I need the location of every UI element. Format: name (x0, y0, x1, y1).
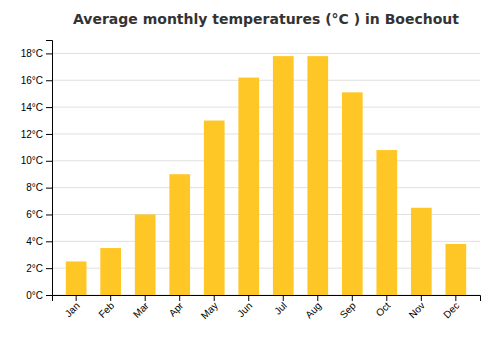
x-tick-mark (248, 295, 249, 301)
x-tick-mark (179, 295, 180, 301)
x-axis-line (53, 296, 481, 302)
x-tick-label: Aug (303, 300, 323, 320)
y-tick-label: 14°C (21, 102, 43, 113)
x-tick-label: Sep (338, 300, 359, 321)
y-axis-line (46, 41, 53, 296)
bar (307, 56, 328, 295)
y-tick-label: 0°C (26, 290, 43, 301)
y-tick-mark (46, 53, 52, 54)
grid-line (52, 133, 480, 134)
x-tick: Jun (235, 295, 254, 319)
grid-line (52, 187, 480, 188)
y-tick: 4°C (26, 236, 52, 247)
bar (204, 121, 225, 295)
y-tick-mark (46, 107, 52, 108)
grid (52, 53, 480, 295)
bar (445, 244, 466, 295)
y-tick: 10°C (21, 155, 52, 166)
x-tick: Dec (441, 295, 461, 320)
x-tick-label: Jul (272, 300, 289, 317)
y-tick-mark (46, 161, 52, 162)
x-tick-mark (76, 295, 77, 301)
x-tick-label: Nov (407, 300, 427, 320)
bar (66, 261, 87, 295)
x-tick-label: Jan (63, 300, 82, 319)
x-tick: Jan (63, 295, 82, 319)
y-tick: 16°C (21, 75, 52, 86)
bar (100, 248, 121, 295)
bar (273, 56, 294, 295)
bar (411, 208, 432, 295)
x-axis: Jan Feb Mar Apr May Jun Jul Aug Sep Oct Nov Dec (53, 295, 481, 321)
y-tick: 8°C (26, 182, 52, 193)
y-tick-label: 8°C (26, 182, 43, 193)
y-tick-mark (46, 134, 52, 135)
y-tick-label: 10°C (21, 155, 43, 166)
bar (135, 214, 156, 295)
chart: 0°C 2°C 4°C 6°C 8°C 10°C 12°C 14°C 16°C 18°C Jan Fe… (0, 0, 500, 350)
x-tick-label: Feb (96, 300, 116, 320)
bar (238, 78, 259, 295)
y-tick-label: 6°C (26, 209, 43, 220)
bar (376, 150, 397, 295)
y-tick-mark (46, 214, 52, 215)
plot: 0°C 2°C 4°C 6°C 8°C 10°C 12°C 14°C 16°C 18°C Jan Fe… (21, 41, 481, 322)
bars (66, 56, 466, 295)
grid-line (52, 160, 480, 161)
y-tick: 14°C (21, 102, 52, 113)
y-tick-label: 16°C (21, 75, 43, 86)
x-tick-label: Dec (441, 300, 461, 320)
y-tick-label: 4°C (26, 236, 43, 247)
y-tick-mark (46, 188, 52, 189)
x-tick: May (199, 295, 220, 321)
grid-line (52, 107, 480, 108)
x-tick-mark (352, 295, 353, 301)
y-tick-label: 18°C (21, 48, 43, 59)
x-tick-label: May (199, 300, 220, 321)
x-tick-mark (421, 295, 422, 301)
bar (342, 92, 363, 295)
x-tick: Jul (272, 295, 289, 317)
bar (169, 174, 190, 295)
y-tick-mark (46, 80, 52, 81)
y-tick: 2°C (26, 263, 52, 274)
y-tick: 12°C (21, 129, 52, 140)
title: Average monthly temperatures (°C ) in Bo… (73, 11, 459, 27)
y-tick-mark (46, 268, 52, 269)
x-tick-mark (110, 295, 111, 301)
y-tick: 0°C (26, 290, 52, 301)
x-tick-mark (455, 295, 456, 301)
x-tick: Aug (303, 295, 323, 320)
grid-line (52, 53, 480, 54)
x-tick: Mar (131, 295, 151, 320)
x-tick-label: Jun (235, 300, 254, 319)
x-tick-mark (145, 295, 146, 301)
y-tick: 6°C (26, 209, 52, 220)
x-tick-label: Apr (167, 299, 186, 318)
x-tick-mark (386, 295, 387, 301)
y-tick-label: 2°C (26, 263, 43, 274)
y-tick-label: 12°C (21, 129, 43, 140)
grid-line (52, 80, 480, 81)
x-tick-mark (317, 295, 318, 301)
x-tick: Oct (374, 295, 393, 319)
y-tick-mark (46, 241, 52, 242)
y-tick-mark (46, 295, 52, 296)
x-tick: Nov (407, 295, 427, 320)
y-axis: 0°C 2°C 4°C 6°C 8°C 10°C 12°C 14°C 16°C 18°C (21, 41, 53, 301)
x-tick-label: Oct (374, 300, 393, 319)
y-tick: 18°C (21, 48, 52, 59)
x-tick-label: Mar (131, 299, 151, 319)
x-tick: Sep (338, 295, 359, 320)
chart-container: 0°C 2°C 4°C 6°C 8°C 10°C 12°C 14°C 16°C 18°C Jan Fe… (0, 0, 500, 350)
x-tick-mark (283, 295, 284, 301)
x-tick: Feb (96, 295, 116, 320)
x-tick: Apr (167, 295, 186, 319)
x-tick-mark (214, 295, 215, 301)
